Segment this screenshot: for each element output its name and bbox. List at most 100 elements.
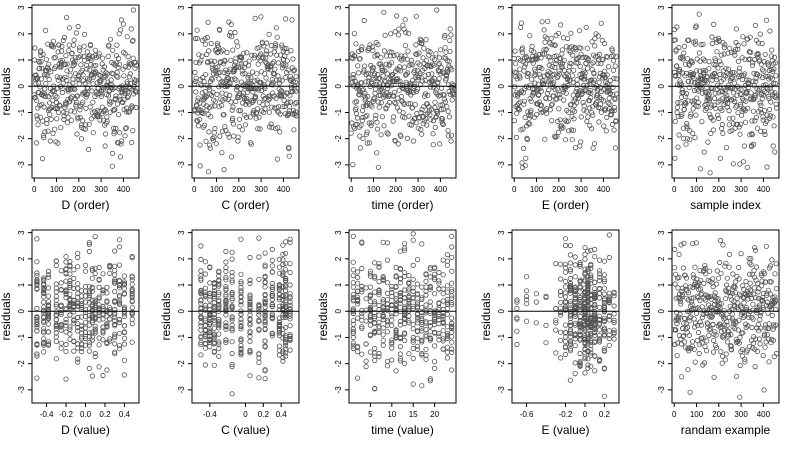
data-point — [256, 375, 262, 381]
data-point — [440, 309, 446, 316]
data-point — [112, 277, 118, 283]
data-point — [585, 266, 591, 272]
data-point — [113, 125, 119, 132]
data-point — [771, 300, 778, 306]
data-point — [63, 278, 69, 284]
data-point — [262, 314, 268, 321]
data-point — [119, 138, 125, 144]
data-point — [433, 113, 439, 120]
data-point — [586, 98, 593, 104]
data-point — [751, 70, 757, 77]
data-point — [582, 73, 588, 79]
data-point — [247, 280, 253, 287]
y-tick-label: -1 — [657, 333, 666, 341]
data-point — [592, 293, 598, 299]
data-point — [197, 163, 203, 169]
data-point — [235, 134, 241, 140]
data-point — [263, 48, 270, 54]
data-point — [393, 328, 399, 334]
data-point — [567, 290, 574, 296]
data-point — [236, 108, 242, 114]
data-point — [611, 331, 617, 337]
data-point — [287, 299, 293, 305]
data-point — [419, 296, 425, 303]
data-point — [406, 280, 412, 287]
data-point — [592, 286, 598, 292]
data-point — [208, 40, 214, 47]
y-tick-label: 0 — [497, 83, 506, 88]
data-point — [697, 319, 703, 325]
y-tick-label: -3 — [17, 161, 26, 169]
data-point — [692, 41, 698, 47]
data-point — [611, 104, 618, 111]
data-point — [549, 101, 555, 107]
data-point — [737, 131, 743, 137]
data-point — [280, 271, 286, 277]
data-point — [114, 101, 121, 107]
data-point — [376, 312, 382, 318]
data-point — [676, 251, 682, 257]
data-point — [101, 117, 107, 123]
data-point — [690, 241, 696, 247]
data-point — [562, 269, 569, 275]
data-point — [771, 353, 777, 360]
data-point — [195, 123, 202, 129]
data-point — [293, 88, 299, 94]
data-point — [396, 26, 402, 32]
data-point — [121, 323, 128, 329]
data-point — [410, 345, 416, 352]
data-point — [67, 331, 73, 337]
data-point — [79, 341, 85, 347]
data-point — [238, 302, 244, 308]
data-point — [732, 279, 738, 285]
data-point — [86, 52, 93, 58]
data-point — [389, 317, 395, 323]
data-point — [440, 272, 446, 278]
data-point — [572, 296, 578, 302]
data-point — [350, 284, 356, 290]
data-point — [772, 294, 778, 300]
data-point — [207, 280, 213, 286]
data-point — [707, 293, 714, 300]
data-point — [710, 127, 717, 133]
data-point — [718, 270, 724, 276]
data-point — [71, 338, 77, 344]
data-point — [602, 106, 609, 112]
data-point — [572, 292, 578, 298]
data-point — [546, 87, 552, 93]
data-point — [123, 126, 129, 132]
data-point — [120, 21, 127, 27]
data-point — [256, 304, 262, 310]
data-point — [518, 20, 525, 26]
data-point — [771, 123, 777, 129]
data-point — [393, 296, 399, 302]
data-point — [418, 126, 424, 133]
data-point — [612, 63, 618, 69]
data-point — [350, 334, 356, 341]
data-point — [582, 290, 588, 296]
data-point — [241, 65, 247, 71]
data-point — [713, 332, 719, 338]
data-point — [606, 296, 612, 302]
data-point — [562, 284, 569, 290]
data-point — [53, 313, 59, 319]
data-point — [256, 276, 262, 282]
data-point — [53, 334, 59, 340]
data-point — [610, 84, 616, 90]
data-point — [552, 86, 558, 93]
data-point — [715, 65, 721, 71]
data-point — [562, 278, 569, 284]
data-point — [750, 301, 756, 307]
data-point — [526, 71, 532, 77]
data-point — [198, 256, 204, 262]
data-point — [732, 284, 738, 290]
data-point — [513, 70, 519, 76]
data-point — [82, 283, 89, 289]
data-point — [725, 101, 731, 107]
data-point — [713, 77, 720, 83]
data-point — [739, 309, 745, 315]
data-point — [759, 278, 765, 284]
data-point — [48, 91, 54, 97]
